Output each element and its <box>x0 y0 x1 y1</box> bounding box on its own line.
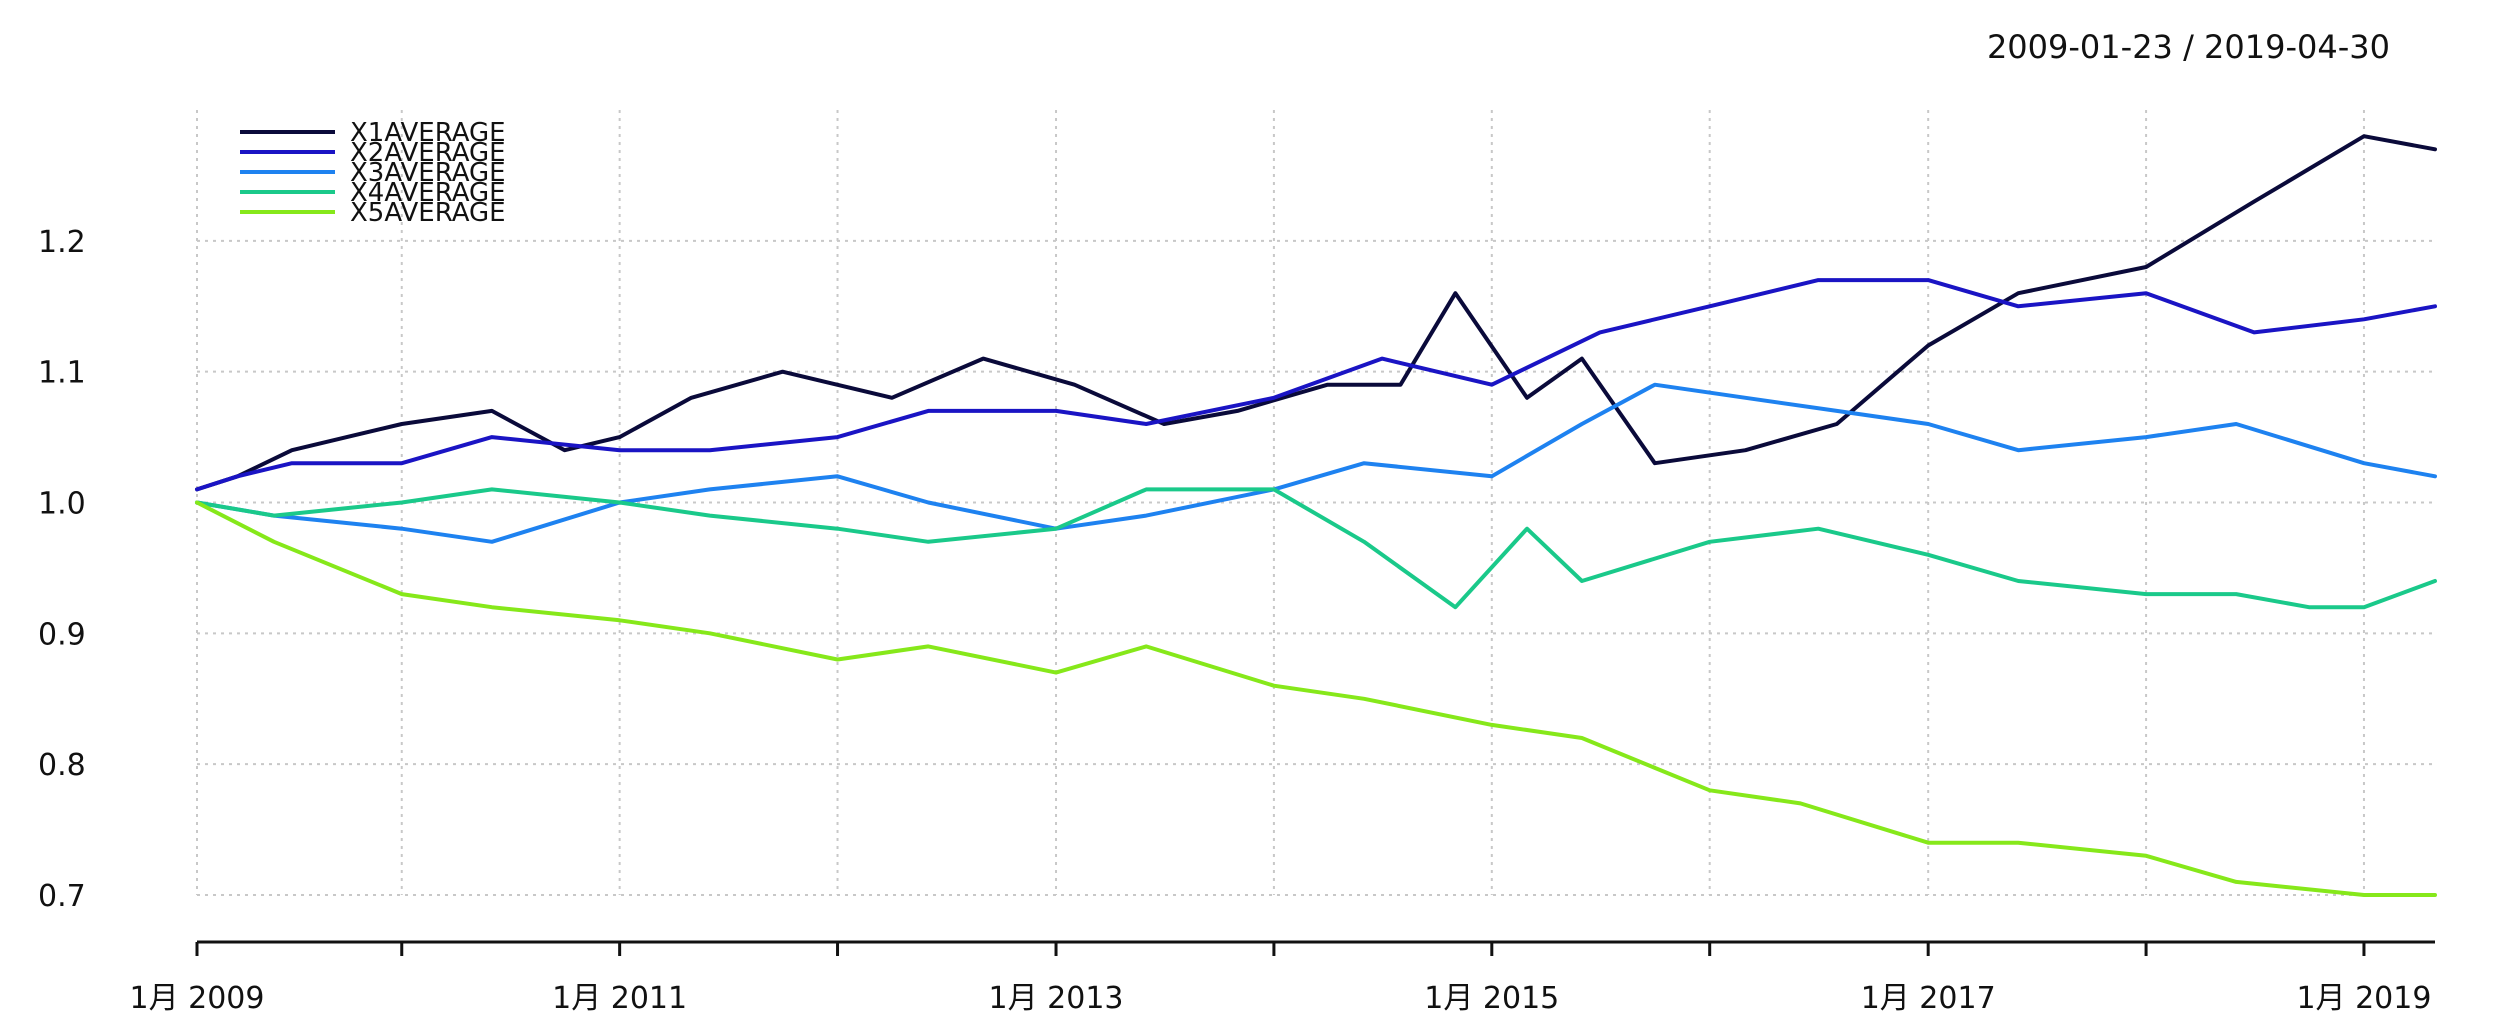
legend-entry: X3AVERAGE <box>350 158 506 188</box>
legend: X1AVERAGEX2AVERAGEX3AVERAGEX4AVERAGEX5AV… <box>240 118 506 228</box>
y-tick-label: 1.1 <box>38 356 86 391</box>
date-range-label: 2009-01-23 / 2019-04-30 <box>1987 28 2390 66</box>
series-line-5 <box>195 500 2437 897</box>
y-tick-label: 0.7 <box>38 879 86 914</box>
series-line-2 <box>195 278 2437 492</box>
legend-entry: X1AVERAGE <box>350 118 506 148</box>
series-layer <box>195 134 2437 897</box>
legend-entry: X2AVERAGE <box>350 138 506 168</box>
x-tick-label: 1月 2013 <box>989 981 1124 1016</box>
legend-entry: X4AVERAGE <box>350 178 506 208</box>
y-tick-label: 0.9 <box>38 617 86 652</box>
series-line-1 <box>195 134 2437 492</box>
x-axis: 1月 2009 1月 2011 1月 2013 1月 2015 1月 2017 1月 20… <box>130 940 2435 1016</box>
series-line-4 <box>195 487 2437 610</box>
series-line-3 <box>195 382 2437 544</box>
y-axis: 0.7 0.8 0.9 1.0 1.1 1.2 <box>38 225 86 914</box>
x-tick-label: 1月 2009 <box>130 981 265 1016</box>
x-tick-label: 1月 2011 <box>552 981 687 1016</box>
y-tick-label: 0.8 <box>38 748 86 783</box>
legend-entry: X5AVERAGE <box>350 198 506 228</box>
y-tick-label: 1.0 <box>38 487 86 522</box>
y-tick-label: 1.2 <box>38 225 86 260</box>
grid <box>196 110 2435 896</box>
x-tick-label: 1月 2017 <box>1861 981 1996 1016</box>
x-tick-label: 1月 2015 <box>1424 981 1559 1016</box>
x-tick-label: 1月 2019 <box>2296 981 2431 1016</box>
